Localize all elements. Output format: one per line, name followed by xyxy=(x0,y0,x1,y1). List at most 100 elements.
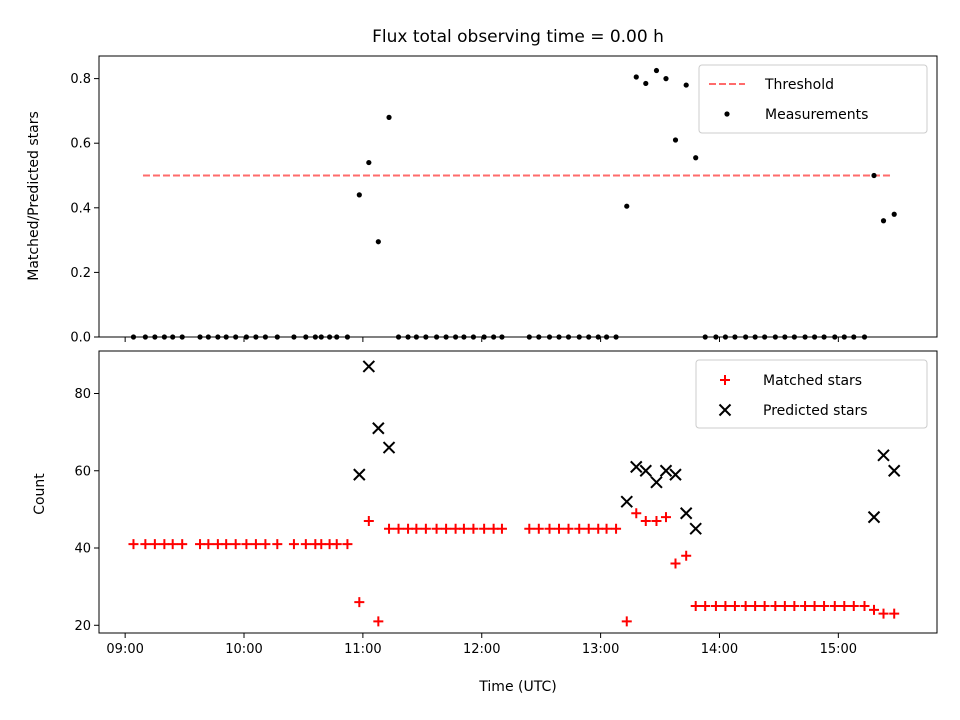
matched-star-point xyxy=(848,600,859,611)
matched-star-point xyxy=(640,515,651,526)
matched-star-point xyxy=(272,539,283,550)
matched-star-point xyxy=(411,523,422,534)
matched-star-point xyxy=(524,523,535,534)
predicted-star-point xyxy=(877,449,890,462)
matched-star-point xyxy=(167,539,178,550)
matched-star-point xyxy=(819,600,830,611)
top-y-axis-label: Matched/Predicted stars xyxy=(26,111,42,281)
matched-star-point xyxy=(468,523,479,534)
bottom-x-tick-label: 15:00 xyxy=(820,642,857,657)
matched-star-point xyxy=(750,600,761,611)
matched-star-point xyxy=(230,539,241,550)
legend-measurements-label: Measurements xyxy=(765,107,868,123)
matched-star-point xyxy=(544,523,555,534)
bottom-x-tick-label: 12:00 xyxy=(463,642,500,657)
matched-star-point xyxy=(829,600,840,611)
matched-star-point xyxy=(869,604,880,615)
predicted-star-point xyxy=(867,510,881,524)
bottom-y-axis-label: Count xyxy=(32,473,48,515)
matched-star-point xyxy=(384,523,395,534)
legend-measurements-swatch xyxy=(724,111,730,117)
predicted-star-point xyxy=(679,507,693,520)
matched-star-point xyxy=(601,523,612,534)
measurement-point xyxy=(366,159,372,166)
matched-star-point xyxy=(779,600,790,611)
bottom-x-tick-label: 09:00 xyxy=(106,642,143,657)
legend-matched-label: Matched stars xyxy=(763,373,862,389)
matched-star-point xyxy=(354,597,365,608)
measurement-point xyxy=(653,67,660,74)
top-legend-box xyxy=(698,64,928,134)
measurement-point xyxy=(871,172,877,179)
top-y-tick-label: 0.6 xyxy=(70,137,91,152)
matched-star-point xyxy=(221,539,232,550)
matched-star-point xyxy=(342,539,353,550)
top-y-tick-label: 0.0 xyxy=(70,331,91,346)
predicted-star-point xyxy=(382,441,396,454)
matched-star-point xyxy=(241,539,252,550)
measurement-point xyxy=(683,82,689,88)
bottom-x-tick-label: 11:00 xyxy=(344,642,381,657)
bottom-x-tick-label: 14:00 xyxy=(701,642,738,657)
matched-star-point xyxy=(128,539,139,550)
chart-title: Flux total observing time = 0.00 h xyxy=(372,27,664,47)
matched-star-point xyxy=(140,539,151,550)
predicted-star-point xyxy=(372,422,385,435)
matched-star-point xyxy=(458,523,469,534)
matched-star-point xyxy=(583,523,594,534)
bottom-y-tick-label: 20 xyxy=(74,619,91,634)
bottom-axes: 20 40 60 80 09:00 10:00 11:00 12:00 13:00 14:00 15… xyxy=(74,350,938,657)
matched-star-point xyxy=(533,523,544,534)
matched-star-point xyxy=(770,600,781,611)
matched-star-point xyxy=(889,608,900,619)
matched-star-point xyxy=(363,515,374,526)
bottom-x-tick-label: 10:00 xyxy=(225,642,262,657)
measurement-point xyxy=(672,137,679,143)
bottom-y-tick-label: 80 xyxy=(74,387,91,402)
matched-star-point xyxy=(203,539,214,550)
measurement-point xyxy=(386,114,392,120)
matched-star-point xyxy=(651,515,662,526)
matched-star-point xyxy=(740,600,751,611)
predicted-star-point xyxy=(639,464,652,477)
matched-star-point xyxy=(441,523,452,534)
predicted-star-point xyxy=(669,468,682,481)
matched-star-point xyxy=(720,600,731,611)
matched-star-point xyxy=(479,523,490,534)
matched-star-point xyxy=(759,600,770,611)
measurement-point xyxy=(624,203,630,209)
matched-star-point xyxy=(789,600,800,611)
predicted-star-point xyxy=(659,464,673,477)
matched-star-point xyxy=(177,539,188,550)
matched-star-point xyxy=(260,539,271,550)
legend-matched-swatch xyxy=(720,375,730,385)
top-legend: Threshold Measurements xyxy=(698,64,928,134)
matched-star-point xyxy=(710,600,721,611)
x-axis-label: Time (UTC) xyxy=(478,679,556,695)
top-axes: 0.0 0.2 0.4 0.6 0.8 Threshold Measurements xyxy=(70,55,938,346)
bottom-y-tick-label: 60 xyxy=(74,464,91,479)
matched-star-point xyxy=(878,608,889,619)
bottom-x-tick-label: 13:00 xyxy=(582,642,619,657)
matched-star-point xyxy=(393,523,404,534)
measurement-point xyxy=(693,155,699,161)
matched-star-point xyxy=(149,539,160,550)
matched-star-point xyxy=(373,616,384,627)
matched-star-point xyxy=(839,600,850,611)
predicted-star-point xyxy=(620,495,633,508)
legend-predicted-label: Predicted stars xyxy=(763,403,868,419)
matched-star-point xyxy=(621,616,632,627)
matched-star-point xyxy=(574,523,585,534)
matched-star-point xyxy=(250,539,261,550)
bottom-y-tick-label: 40 xyxy=(74,542,91,557)
predicted-star-point xyxy=(650,476,663,489)
top-y-tick-label: 0.4 xyxy=(70,201,91,216)
legend-predicted-swatch xyxy=(718,403,732,417)
measurement-point xyxy=(643,80,649,87)
matched-star-point xyxy=(431,523,442,534)
matched-star-point xyxy=(288,539,299,550)
top-y-tick-label: 0.8 xyxy=(70,72,91,87)
measurement-point xyxy=(891,211,897,217)
matched-star-point xyxy=(800,600,811,611)
